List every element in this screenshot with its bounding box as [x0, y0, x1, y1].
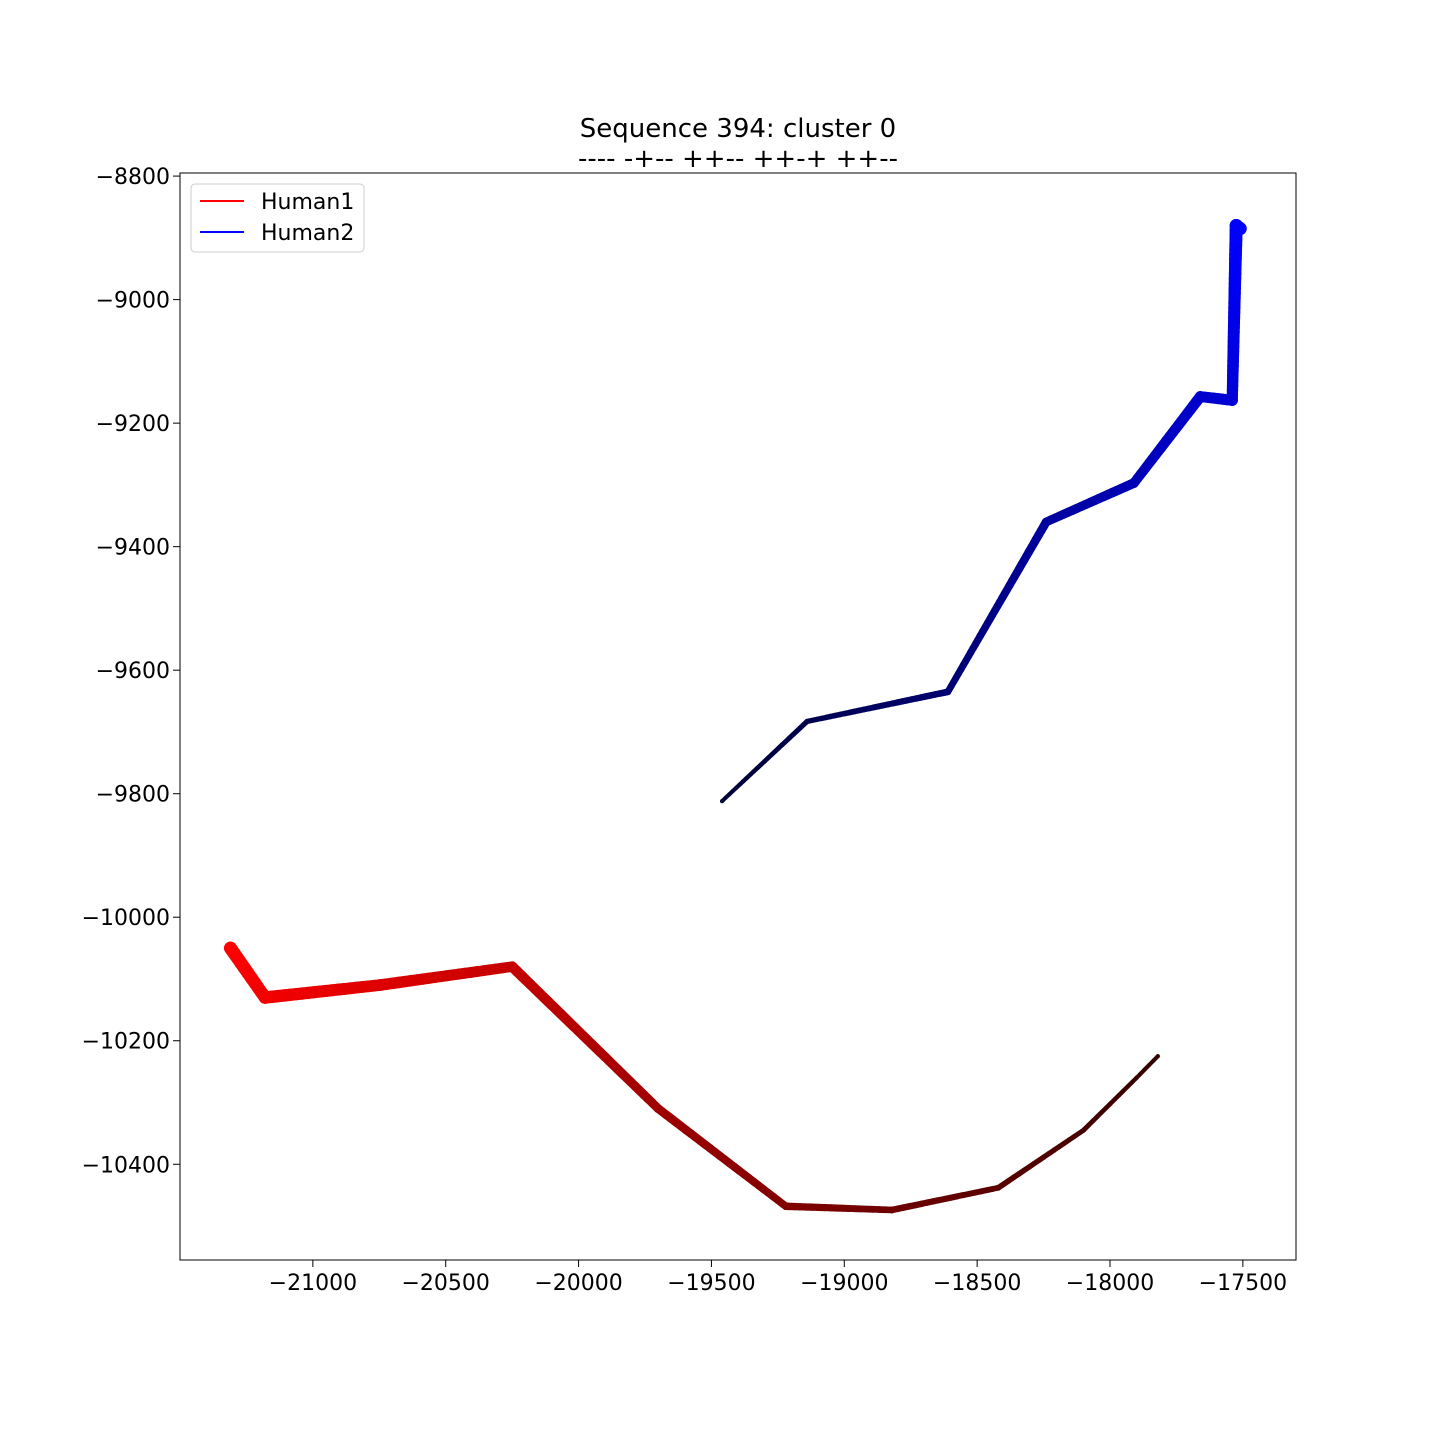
y-tick-label: −10000	[82, 906, 170, 931]
trajectory-point	[1226, 394, 1238, 406]
series-human2	[720, 219, 1247, 804]
y-tick-label: −10200	[82, 1030, 170, 1055]
trajectory-point	[1041, 517, 1051, 527]
trajectory-point	[373, 979, 386, 991]
trajectory-point	[804, 718, 810, 725]
y-tick-label: −9000	[96, 289, 170, 314]
trajectory-point	[720, 799, 725, 804]
x-tick-label: −18000	[1066, 1271, 1154, 1296]
x-tick-label: −21000	[269, 1271, 357, 1296]
trajectory-point	[1233, 222, 1247, 236]
trajectory-point	[995, 1184, 1002, 1191]
x-tick-label: −19500	[667, 1271, 755, 1296]
y-tick-label: −9800	[96, 783, 170, 808]
y-tick-label: −9200	[96, 412, 170, 437]
trajectory-point	[1081, 1127, 1086, 1133]
trajectory-point	[506, 961, 518, 972]
legend-label-human2: Human2	[261, 221, 354, 246]
x-axis: −21000 −20500 −20000 −19500 −19000 −18500 −180…	[269, 1260, 1287, 1296]
chart-title: Sequence 394: cluster 0	[580, 114, 896, 144]
y-tick-label: −8800	[96, 165, 170, 190]
trajectory-point	[1155, 1054, 1160, 1059]
series-layer	[223, 219, 1247, 1214]
chart-subtitle: ---- -+-- ++-- ++-+ ++--	[578, 144, 898, 174]
series-human1	[223, 941, 1160, 1214]
legend-label-human1: Human1	[261, 190, 354, 215]
trajectory-point	[1194, 391, 1206, 402]
trajectory-point	[258, 991, 272, 1004]
trajectory-point	[223, 941, 237, 955]
trajectory-point	[782, 1202, 790, 1210]
plot-frame	[179, 172, 1297, 1261]
trajectory-point	[1129, 478, 1139, 488]
trajectory-point	[1134, 1075, 1139, 1080]
x-tick-label: −20000	[534, 1271, 622, 1296]
trajectory-point	[653, 1104, 663, 1114]
trajectory-point	[944, 688, 952, 696]
x-tick-label: −19000	[800, 1271, 888, 1296]
trajectory-point	[888, 1206, 896, 1214]
x-tick-label: −18500	[933, 1271, 1021, 1296]
legend: Human1 Human2	[190, 183, 365, 253]
y-axis: −8800 −9000 −9200 −9400 −9600 −9800 −10000 −102…	[82, 165, 180, 1178]
y-tick-label: −10400	[82, 1153, 170, 1178]
y-tick-label: −9600	[96, 659, 170, 684]
y-tick-label: −9400	[96, 536, 170, 561]
x-tick-label: −17500	[1199, 1271, 1287, 1296]
x-tick-label: −20500	[402, 1271, 490, 1296]
